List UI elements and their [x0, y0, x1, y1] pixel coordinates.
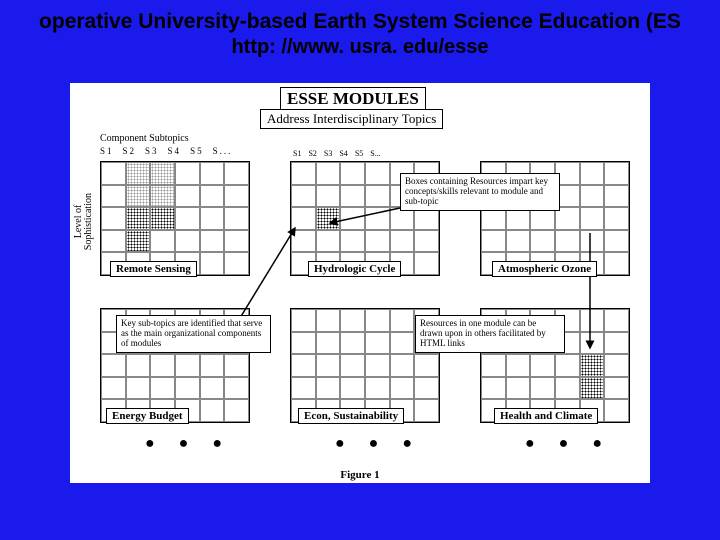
component-subtopics-label: Component Subtopics	[100, 133, 189, 144]
callout-key-subtopics: Key sub-topics are identified that serve…	[116, 315, 271, 353]
ellipsis-icon: ● ● ●	[145, 435, 232, 453]
page-url: http: //www. usra. edu/esse	[0, 36, 720, 59]
ellipsis-icon: ● ● ●	[335, 435, 422, 453]
callout-boxes-resources: Boxes containing Resources impart key co…	[400, 173, 560, 211]
label-ozone: Atmospheric Ozone	[492, 261, 597, 277]
ellipsis-icon: ● ● ●	[525, 435, 612, 453]
label-econ: Econ, Sustainability	[298, 408, 404, 424]
label-health: Health and Climate	[494, 408, 598, 424]
figure-subtitle: Address Interdisciplinary Topics	[260, 109, 443, 129]
column-headers-mid: S1 S2 S3 S4 S5 S...	[293, 149, 381, 158]
callout-resources-reuse: Resources in one module can be drawn upo…	[415, 315, 565, 353]
label-hydrologic: Hydrologic Cycle	[308, 261, 401, 277]
figure-container: ESSE MODULES Address Interdisciplinary T…	[70, 83, 650, 483]
page-title: operative University-based Earth System …	[0, 10, 720, 34]
figure-title: ESSE MODULES	[280, 87, 426, 112]
panel-remote-sensing	[100, 161, 250, 276]
label-energy: Energy Budget	[106, 408, 189, 424]
label-remote-sensing: Remote Sensing	[110, 261, 197, 277]
y-axis-label: Level ofSophistication	[74, 193, 94, 250]
column-headers-left: S1 S2 S3 S4 S5 S...	[100, 146, 232, 156]
figure-caption: Figure 1	[70, 469, 650, 481]
slide-header: operative University-based Earth System …	[0, 0, 720, 63]
